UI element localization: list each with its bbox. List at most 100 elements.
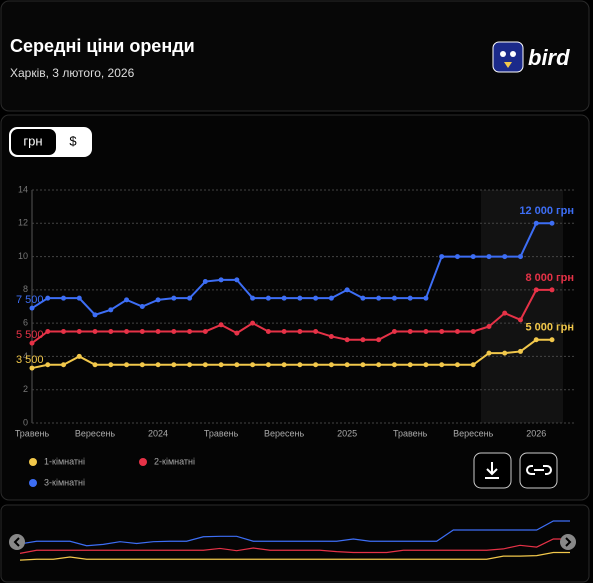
x-tick-label: Травень <box>393 428 428 438</box>
data-point <box>76 328 82 334</box>
data-point <box>187 295 193 301</box>
x-tick-label: Вересень <box>75 428 115 438</box>
legend-swatch <box>139 458 147 466</box>
data-point <box>502 310 508 316</box>
data-point <box>171 295 177 301</box>
data-point <box>549 220 555 226</box>
data-point <box>470 328 476 334</box>
start-label: 7 500 <box>16 294 44 306</box>
data-point <box>297 328 303 334</box>
data-point <box>76 295 82 301</box>
data-point <box>108 362 114 368</box>
x-tick-label: Травень <box>204 428 239 438</box>
data-point <box>92 312 98 318</box>
data-point <box>407 328 413 334</box>
data-point <box>234 362 240 368</box>
y-tick-label: 6 <box>23 318 28 328</box>
x-tick-label: 2025 <box>337 428 357 438</box>
data-point <box>439 328 445 334</box>
y-tick-label: 0 <box>23 417 28 427</box>
data-point <box>423 362 429 368</box>
subtitle: Харків, 3 лютого, 2026 <box>10 66 135 80</box>
y-tick-label: 10 <box>18 251 28 261</box>
data-point <box>108 328 114 334</box>
legend-label: 2-кімнатні <box>154 456 195 466</box>
legend-label: 1-кімнатні <box>44 456 85 466</box>
data-point <box>281 362 287 368</box>
data-point <box>454 254 460 260</box>
data-point <box>250 320 256 326</box>
end-label: 8 000 грн <box>525 272 574 284</box>
data-point <box>218 277 224 283</box>
data-point <box>234 330 240 336</box>
legend-swatch <box>29 458 37 466</box>
data-point <box>454 328 460 334</box>
data-point <box>76 353 82 359</box>
data-point <box>92 362 98 368</box>
data-point <box>61 328 67 334</box>
toggle-active[interactable] <box>11 129 56 155</box>
data-point <box>313 328 319 334</box>
navigator-line <box>19 551 570 561</box>
data-point <box>549 337 555 343</box>
data-point <box>391 328 397 334</box>
data-point <box>139 304 145 309</box>
data-point <box>155 297 161 303</box>
data-point <box>344 287 350 293</box>
data-point <box>313 362 319 368</box>
data-point <box>187 328 193 334</box>
toggle-uah[interactable]: грн <box>23 133 42 148</box>
data-point <box>313 295 319 301</box>
legend-label: 3-кімнатні <box>44 477 85 487</box>
data-point <box>218 362 224 368</box>
data-point <box>549 287 555 293</box>
data-point <box>391 295 397 301</box>
data-point <box>29 340 35 346</box>
data-point <box>29 365 35 371</box>
x-tick-label: 2024 <box>148 428 168 438</box>
data-point <box>124 297 130 303</box>
data-point <box>171 362 177 368</box>
data-point <box>265 295 271 301</box>
nav-right[interactable] <box>560 534 576 550</box>
start-label: 5 500 <box>16 329 44 341</box>
data-point <box>533 287 539 293</box>
navigator-line <box>19 538 570 554</box>
data-point <box>202 328 208 334</box>
data-point <box>124 362 130 368</box>
data-point <box>454 362 460 368</box>
data-point <box>250 362 256 368</box>
end-label: 5 000 грн <box>525 322 574 334</box>
data-point <box>328 362 334 368</box>
data-point <box>29 305 35 311</box>
y-tick-label: 12 <box>18 218 28 228</box>
link-icon <box>526 465 552 475</box>
toggle-usd[interactable]: $ <box>69 133 77 148</box>
nav-left[interactable] <box>9 534 25 550</box>
data-point <box>423 295 429 301</box>
data-point <box>470 362 476 368</box>
navigator-line <box>19 520 570 547</box>
data-point <box>407 295 413 301</box>
data-point <box>265 328 271 334</box>
data-point <box>360 295 366 301</box>
download-icon <box>485 462 499 479</box>
data-point <box>155 328 161 334</box>
logo-eye <box>500 51 506 57</box>
data-point <box>360 362 366 368</box>
data-point <box>187 362 193 368</box>
data-point <box>297 362 303 368</box>
data-point <box>92 328 98 334</box>
logo-text: bird <box>528 45 570 70</box>
data-point <box>218 322 224 328</box>
data-point <box>297 295 303 301</box>
data-point <box>517 348 523 354</box>
data-point <box>45 362 51 368</box>
y-tick-label: 8 <box>23 284 28 294</box>
data-point <box>61 295 67 301</box>
data-point <box>202 279 208 285</box>
data-point <box>45 328 51 334</box>
data-point <box>407 362 413 368</box>
data-point <box>486 254 492 260</box>
